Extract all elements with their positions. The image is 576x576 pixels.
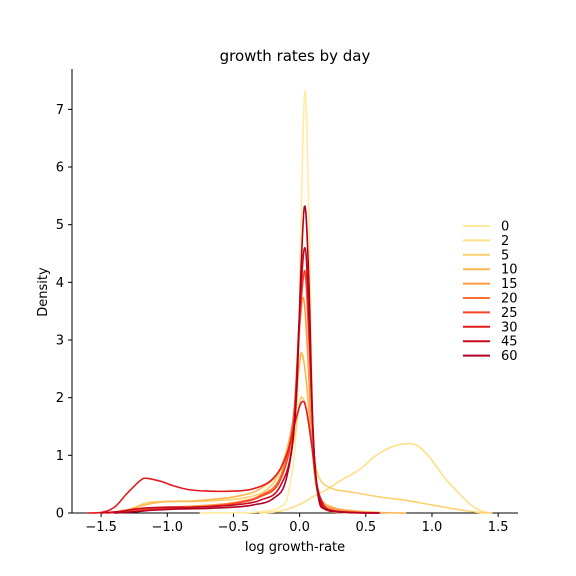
legend-label-20: 20 [501, 292, 518, 307]
x-tick-label: 1.5 [488, 520, 509, 535]
legend-label-60: 60 [501, 349, 518, 364]
series-line-60 [113, 205, 380, 514]
y-tick-label: 4 [56, 276, 64, 291]
legend-label-5: 5 [501, 248, 509, 263]
x-tick-label: −1.0 [151, 520, 183, 535]
legend-label-10: 10 [501, 263, 518, 278]
series-layer [87, 90, 493, 514]
legend-label-15: 15 [501, 277, 518, 292]
y-tick-label: 5 [56, 218, 64, 233]
legend-label-30: 30 [501, 320, 518, 335]
legend-label-2: 2 [501, 234, 509, 249]
y-axis-label: Density [36, 267, 51, 317]
chart-title: growth rates by day [220, 47, 371, 65]
y-tick-label: 2 [56, 391, 64, 406]
y-tick-label: 3 [56, 334, 64, 349]
series-line-2 [259, 442, 493, 514]
y-tick-label: 0 [56, 507, 64, 522]
x-tick-label: 0.0 [289, 520, 310, 535]
x-axis-label: log growth-rate [245, 540, 345, 555]
y-tick-label: 1 [56, 449, 64, 464]
legend-label-0: 0 [501, 220, 509, 235]
x-tick-label: −0.5 [218, 520, 250, 535]
x-tick-label: 0.5 [355, 520, 376, 535]
y-tick-label: 7 [56, 103, 64, 118]
legend-label-45: 45 [501, 335, 518, 350]
legend-label-25: 25 [501, 306, 518, 321]
x-tick-label: 1.0 [422, 520, 443, 535]
x-tick-label: −1.5 [85, 520, 117, 535]
y-tick-label: 6 [56, 161, 64, 176]
